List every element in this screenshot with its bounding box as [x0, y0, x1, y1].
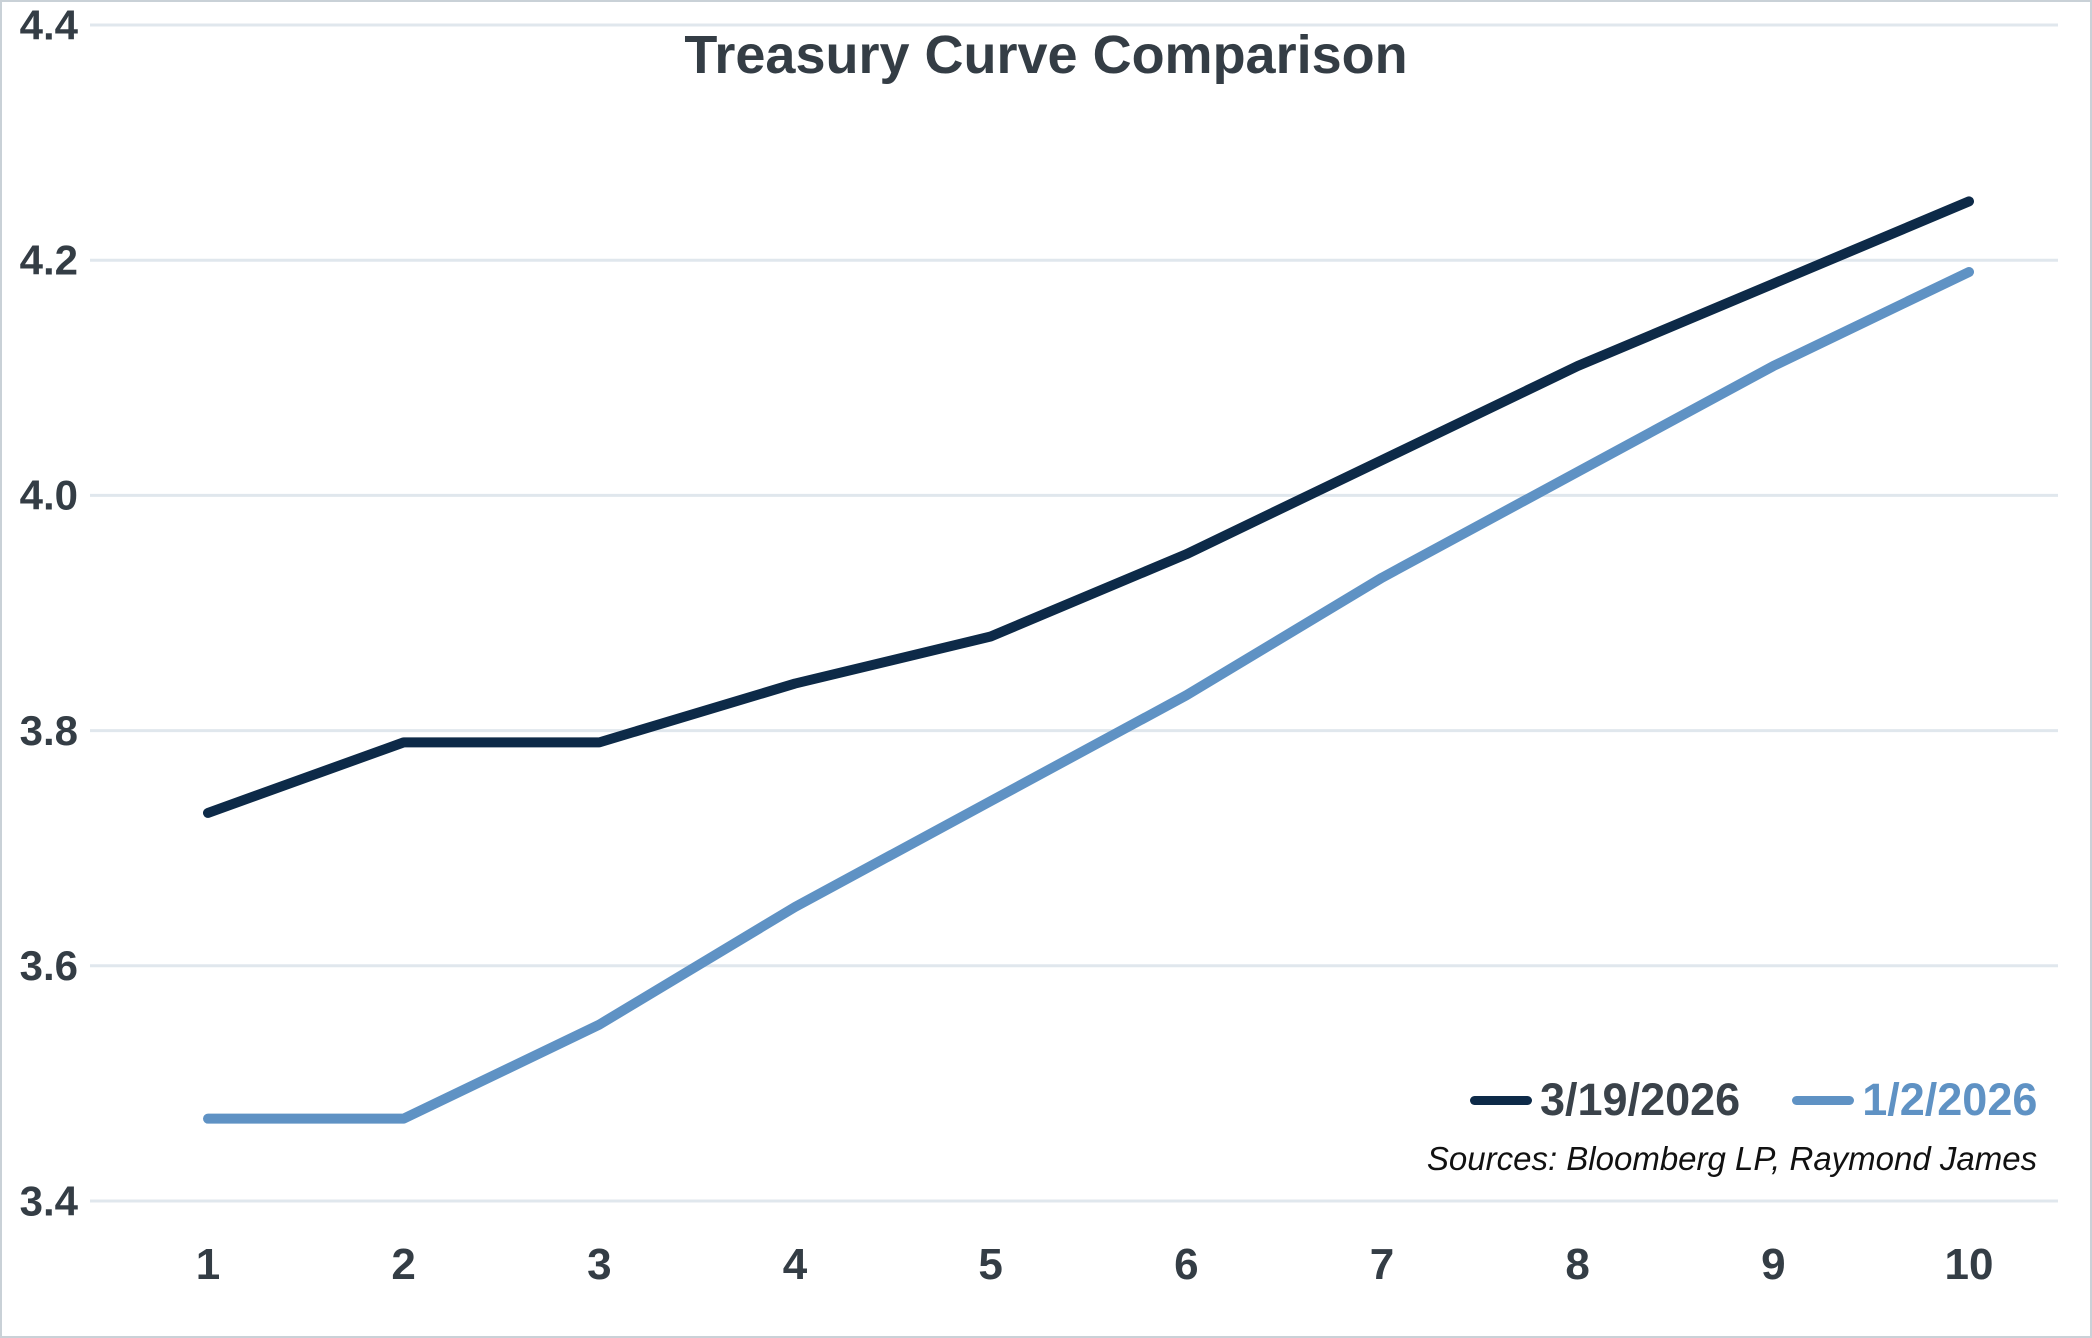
- x-tick-label-1: 1: [196, 1240, 220, 1289]
- y-tick-label-3.8: 3.8: [20, 707, 78, 754]
- x-tick-label-10: 10: [1945, 1240, 1994, 1289]
- y-tick-label-3.6: 3.6: [20, 942, 78, 989]
- series1-line-swatch: [1470, 1095, 1532, 1105]
- x-tick-label-9: 9: [1761, 1240, 1785, 1289]
- chart-legend: 3/19/2026 1/2/2026: [1470, 1074, 2037, 1126]
- sources-note: Sources: Bloomberg LP, Raymond James: [1426, 1140, 2038, 1177]
- x-tick-label-7: 7: [1370, 1240, 1394, 1289]
- legend-item-series2: 1/2/2026: [1792, 1074, 2037, 1126]
- y-tick-label-3.4: 3.4: [20, 1177, 79, 1224]
- x-tick-label-3: 3: [587, 1240, 611, 1289]
- series1-legend-label: 3/19/2026: [1540, 1074, 1741, 1125]
- x-tick-label-5: 5: [978, 1240, 1002, 1289]
- series-line-0: [203, 196, 1974, 818]
- series2-legend-label: 1/2/2026: [1862, 1074, 2038, 1125]
- y-tick-label-4.4: 4.4: [20, 2, 79, 48]
- y-tick-label-4.2: 4.2: [20, 236, 78, 283]
- x-tick-label-6: 6: [1174, 1240, 1198, 1289]
- legend-item-series1: 3/19/2026: [1470, 1074, 1740, 1126]
- x-tick-label-8: 8: [1565, 1240, 1589, 1289]
- x-tick-label-4: 4: [783, 1240, 808, 1289]
- y-tick-label-4.0: 4.0: [20, 472, 78, 519]
- x-tick-label-2: 2: [391, 1240, 415, 1289]
- series2-line-swatch: [1792, 1095, 1855, 1105]
- chart-title: Treasury Curve Comparison: [684, 25, 1408, 85]
- series-line-1: [203, 266, 1974, 1124]
